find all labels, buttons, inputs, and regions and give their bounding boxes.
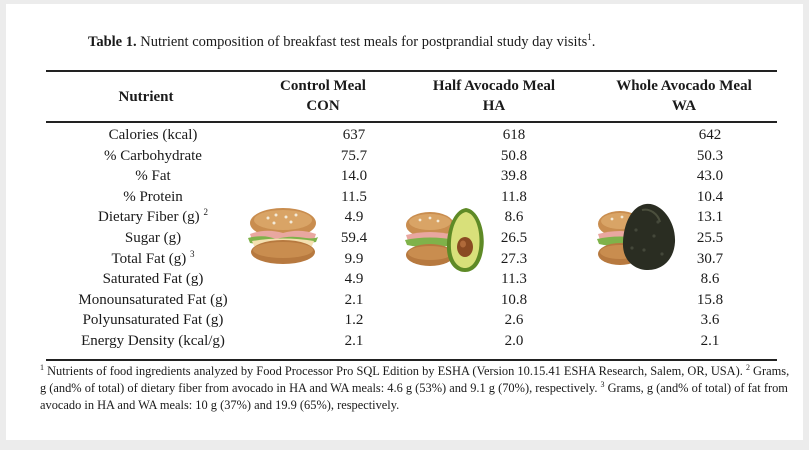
con-value-cell: 4.9 bbox=[344, 209, 364, 226]
footnote-text-1: Nutrients of food ingredients analyzed b… bbox=[44, 364, 746, 378]
nutrient-name-cell: Saturated Fat (g) bbox=[24, 269, 282, 289]
table-row: Calories (kcal) 637 618 642 bbox=[6, 125, 803, 145]
header-ha-line2: HA bbox=[482, 98, 506, 114]
nutrient-name-cell: % Protein bbox=[24, 187, 282, 207]
nutrient-name-cell: Polyunsaturated Fat (g) bbox=[24, 310, 282, 330]
table-footnote: 1 Nutrients of food ingredients analyzed… bbox=[40, 363, 790, 414]
header-nutrient: Nutrient bbox=[118, 89, 174, 105]
nutrient-name: % Fat bbox=[135, 168, 171, 185]
bagel-sandwich-icon bbox=[248, 208, 318, 264]
bagel-with-half-avocado-icon bbox=[405, 208, 484, 272]
footnote-marker-3: 3 bbox=[600, 379, 605, 389]
wa-value-cell: 13.1 bbox=[696, 209, 724, 226]
wa-value-cell: 25.5 bbox=[696, 230, 724, 246]
footnote-text-3: Grams, g (and% of total) of fat from avo… bbox=[40, 381, 788, 412]
ha-value-cell: 11.3 bbox=[501, 271, 527, 288]
paper-page: Table 1. Nutrient composition of breakfa… bbox=[6, 4, 803, 440]
table-row: Dietary Fiber (g) 2 4.9 8.6 13.1 bbox=[6, 207, 803, 227]
ha-value-cell: 10.8 bbox=[500, 291, 528, 308]
wa-value-cell: 10.4 bbox=[696, 188, 724, 205]
con-value-cell: 75.7 bbox=[340, 147, 368, 164]
wa-value-cell: 50.3 bbox=[696, 147, 724, 164]
table-caption: Table 1. Nutrient composition of breakfa… bbox=[88, 32, 595, 51]
nutrient-name: Total Fat (g) bbox=[111, 250, 187, 267]
table-header-rule bbox=[46, 121, 777, 123]
nutrient-name: Energy Density (kcal/g) bbox=[81, 333, 225, 349]
nutrient-name-cell: % Fat bbox=[24, 166, 282, 186]
caption-period: . bbox=[591, 33, 596, 50]
nutrient-name-cell: Sugar (g) bbox=[24, 228, 282, 248]
con-value-cell: 14.0 bbox=[340, 168, 368, 185]
wa-value-cell: 642 bbox=[698, 127, 722, 143]
con-value-cell: 11.5 bbox=[341, 188, 367, 205]
con-value-cell: 2.1 bbox=[344, 291, 364, 308]
footnote-text-2: Grams, g (and% of total) of dietary fibe… bbox=[40, 364, 790, 395]
ha-value-cell: 8.6 bbox=[504, 209, 524, 226]
con-value-cell: 637 bbox=[342, 127, 366, 143]
bagel-with-whole-avocado-icon bbox=[597, 203, 676, 270]
wa-value-cell: 8.6 bbox=[700, 271, 720, 288]
nutrient-name: Sugar (g) bbox=[124, 230, 182, 246]
table-row: Saturated Fat (g) 4.9 11.3 8.6 bbox=[6, 269, 803, 289]
caption-footnote-ref: 1 bbox=[587, 32, 592, 42]
nutrient-name: Calories (kcal) bbox=[108, 127, 198, 143]
nutrient-name-cell: Energy Density (kcal/g) bbox=[24, 331, 282, 351]
nutrient-name: Dietary Fiber (g) bbox=[98, 209, 200, 226]
ha-value-cell: 618 bbox=[502, 127, 526, 143]
nutrient-name-cell: Calories (kcal) bbox=[24, 125, 282, 145]
ha-value-cell: 39.8 bbox=[500, 168, 528, 185]
wa-value-cell: 3.6 bbox=[700, 312, 720, 329]
ha-value-cell: 50.8 bbox=[500, 147, 528, 164]
con-value-cell: 59.4 bbox=[340, 230, 368, 246]
footnote-marker-2: 2 bbox=[745, 362, 750, 372]
nutrient-name: Saturated Fat (g) bbox=[102, 271, 204, 288]
nutrient-name-cell: Monounsaturated Fat (g) bbox=[24, 290, 282, 310]
con-value-cell: 1.2 bbox=[344, 312, 364, 329]
table-label: Table 1. bbox=[88, 33, 137, 50]
ha-value-cell: 27.3 bbox=[500, 250, 528, 267]
table-row: % Protein 11.5 11.8 10.4 bbox=[6, 187, 803, 207]
wa-value-cell: 43.0 bbox=[696, 168, 724, 185]
table-row: Total Fat (g) 3 9.9 27.3 30.7 bbox=[6, 249, 803, 269]
table-bottom-rule bbox=[46, 359, 777, 361]
table-row: Polyunsaturated Fat (g) 1.2 2.6 3.6 bbox=[6, 310, 803, 330]
header-half-avocado-meal: Half Avocado Meal HA bbox=[406, 76, 582, 116]
header-wa-line1: Whole Avocado Meal bbox=[616, 78, 752, 94]
nutrient-footnote-ref: 2 bbox=[203, 207, 208, 218]
nutrient-name: Monounsaturated Fat (g) bbox=[78, 291, 228, 308]
nutrient-name: % Protein bbox=[123, 188, 183, 205]
header-con-line2: CON bbox=[306, 98, 340, 114]
wa-value-cell: 2.1 bbox=[700, 333, 720, 349]
nutrient-name: Polyunsaturated Fat (g) bbox=[82, 312, 224, 329]
header-control-meal: Control Meal CON bbox=[256, 76, 390, 116]
header-con-line1: Control Meal bbox=[280, 78, 366, 94]
ha-value-cell: 2.6 bbox=[504, 312, 524, 329]
nutrient-name: % Carbohydrate bbox=[104, 147, 202, 164]
table-top-rule bbox=[46, 70, 777, 72]
wa-value-cell: 30.7 bbox=[696, 250, 724, 267]
wa-value-cell: 15.8 bbox=[696, 291, 724, 308]
table-row: % Fat 14.0 39.8 43.0 bbox=[6, 166, 803, 186]
table-row: Energy Density (kcal/g) 2.1 2.0 2.1 bbox=[6, 331, 803, 351]
ha-value-cell: 11.8 bbox=[501, 188, 527, 205]
nutrient-name-cell: Total Fat (g) 3 bbox=[24, 249, 282, 269]
table-row: % Carbohydrate 75.7 50.8 50.3 bbox=[6, 146, 803, 166]
header-wa-line2: WA bbox=[671, 98, 697, 114]
table-caption-text: Nutrient composition of breakfast test m… bbox=[140, 33, 588, 50]
table-row: Sugar (g) 59.4 26.5 25.5 bbox=[6, 228, 803, 248]
con-value-cell: 4.9 bbox=[344, 271, 364, 288]
header-ha-line1: Half Avocado Meal bbox=[432, 78, 556, 94]
nutrient-name-cell: Dietary Fiber (g) 2 bbox=[24, 207, 282, 227]
ha-value-cell: 26.5 bbox=[500, 230, 528, 246]
nutrient-footnote-ref: 3 bbox=[190, 248, 195, 259]
con-value-cell: 9.9 bbox=[344, 250, 364, 267]
table-row: Monounsaturated Fat (g) 2.1 10.8 15.8 bbox=[6, 290, 803, 310]
nutrient-name-cell: % Carbohydrate bbox=[24, 146, 282, 166]
con-value-cell: 2.1 bbox=[344, 333, 364, 349]
ha-value-cell: 2.0 bbox=[504, 333, 524, 349]
header-whole-avocado-meal: Whole Avocado Meal WA bbox=[589, 76, 779, 116]
footnote-marker-1: 1 bbox=[40, 362, 44, 372]
